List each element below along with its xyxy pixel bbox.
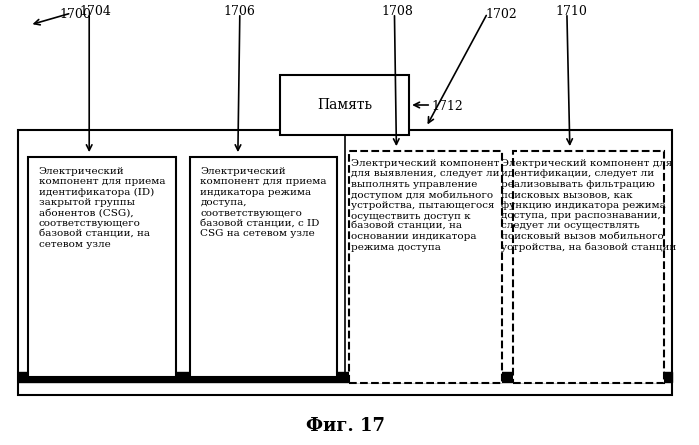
Text: Электрический
компонент для приема
идентификатора (ID)
закрытой группы
абонентов: Электрический компонент для приема идент… xyxy=(39,167,166,249)
Text: Электрический
компонент для приема
индикатора режима
доступа,
соответствующего
б: Электрический компонент для приема индик… xyxy=(201,167,327,239)
Text: 1702: 1702 xyxy=(486,8,517,21)
Text: 1700: 1700 xyxy=(59,8,92,21)
Text: 1706: 1706 xyxy=(223,5,255,18)
Text: 1704: 1704 xyxy=(79,5,111,18)
FancyBboxPatch shape xyxy=(280,75,410,135)
Text: 1712: 1712 xyxy=(431,101,463,113)
FancyBboxPatch shape xyxy=(18,130,672,395)
FancyBboxPatch shape xyxy=(349,151,503,383)
FancyBboxPatch shape xyxy=(28,157,176,377)
Text: Электрический компонент
для выявления, следует ли
выполнять управление
доступом : Электрический компонент для выявления, с… xyxy=(352,159,500,252)
Text: Память: Память xyxy=(317,98,373,112)
Text: Электрический компонент для
идентификации, следует ли
реализовывать фильтрацию
п: Электрический компонент для идентификаци… xyxy=(501,159,677,252)
Text: 1708: 1708 xyxy=(382,5,413,18)
FancyBboxPatch shape xyxy=(190,157,337,377)
Text: 1710: 1710 xyxy=(555,5,587,18)
Text: Фиг. 17: Фиг. 17 xyxy=(306,417,385,435)
FancyBboxPatch shape xyxy=(513,151,664,383)
